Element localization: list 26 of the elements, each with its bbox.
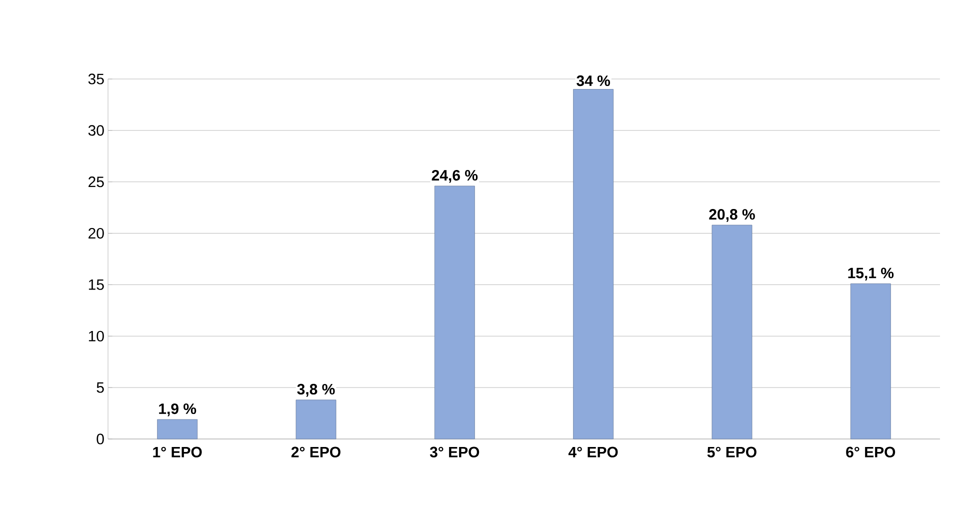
bar	[573, 89, 614, 440]
y-tick-label: 5	[96, 382, 104, 393]
y-tick-label: 15	[88, 279, 104, 290]
bar	[157, 419, 198, 440]
x-tick-label: 2° EPO	[291, 446, 340, 458]
data-label: 1,9 %	[159, 403, 196, 416]
bar	[296, 400, 336, 440]
x-tick-label: 6° EPO	[846, 446, 896, 458]
y-tick-label: 35	[88, 74, 104, 84]
x-tick-label: 1° EPO	[153, 446, 202, 458]
x-tick-label: 4° EPO	[568, 446, 618, 458]
data-label: 34 %	[576, 75, 610, 86]
bar	[712, 224, 752, 440]
data-label: 20,8 %	[709, 209, 755, 222]
data-label: 15,1 %	[848, 268, 894, 280]
y-tick-label: 10	[88, 330, 104, 342]
y-tick-label: 30	[88, 125, 104, 136]
x-tick-label: 3° EPO	[430, 446, 480, 458]
data-label: 3,8 %	[297, 384, 335, 397]
y-tick-label: 25	[88, 176, 104, 188]
y-tick-label: 20	[88, 228, 104, 239]
bar	[850, 283, 891, 440]
bar	[434, 186, 475, 440]
data-label: 24,6 %	[432, 170, 478, 183]
y-tick-label: 0	[96, 434, 104, 444]
x-tick-label: 5° EPO	[707, 446, 756, 458]
